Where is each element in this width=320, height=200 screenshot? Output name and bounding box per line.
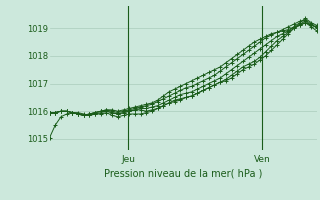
X-axis label: Pression niveau de la mer( hPa ): Pression niveau de la mer( hPa )	[104, 168, 262, 178]
